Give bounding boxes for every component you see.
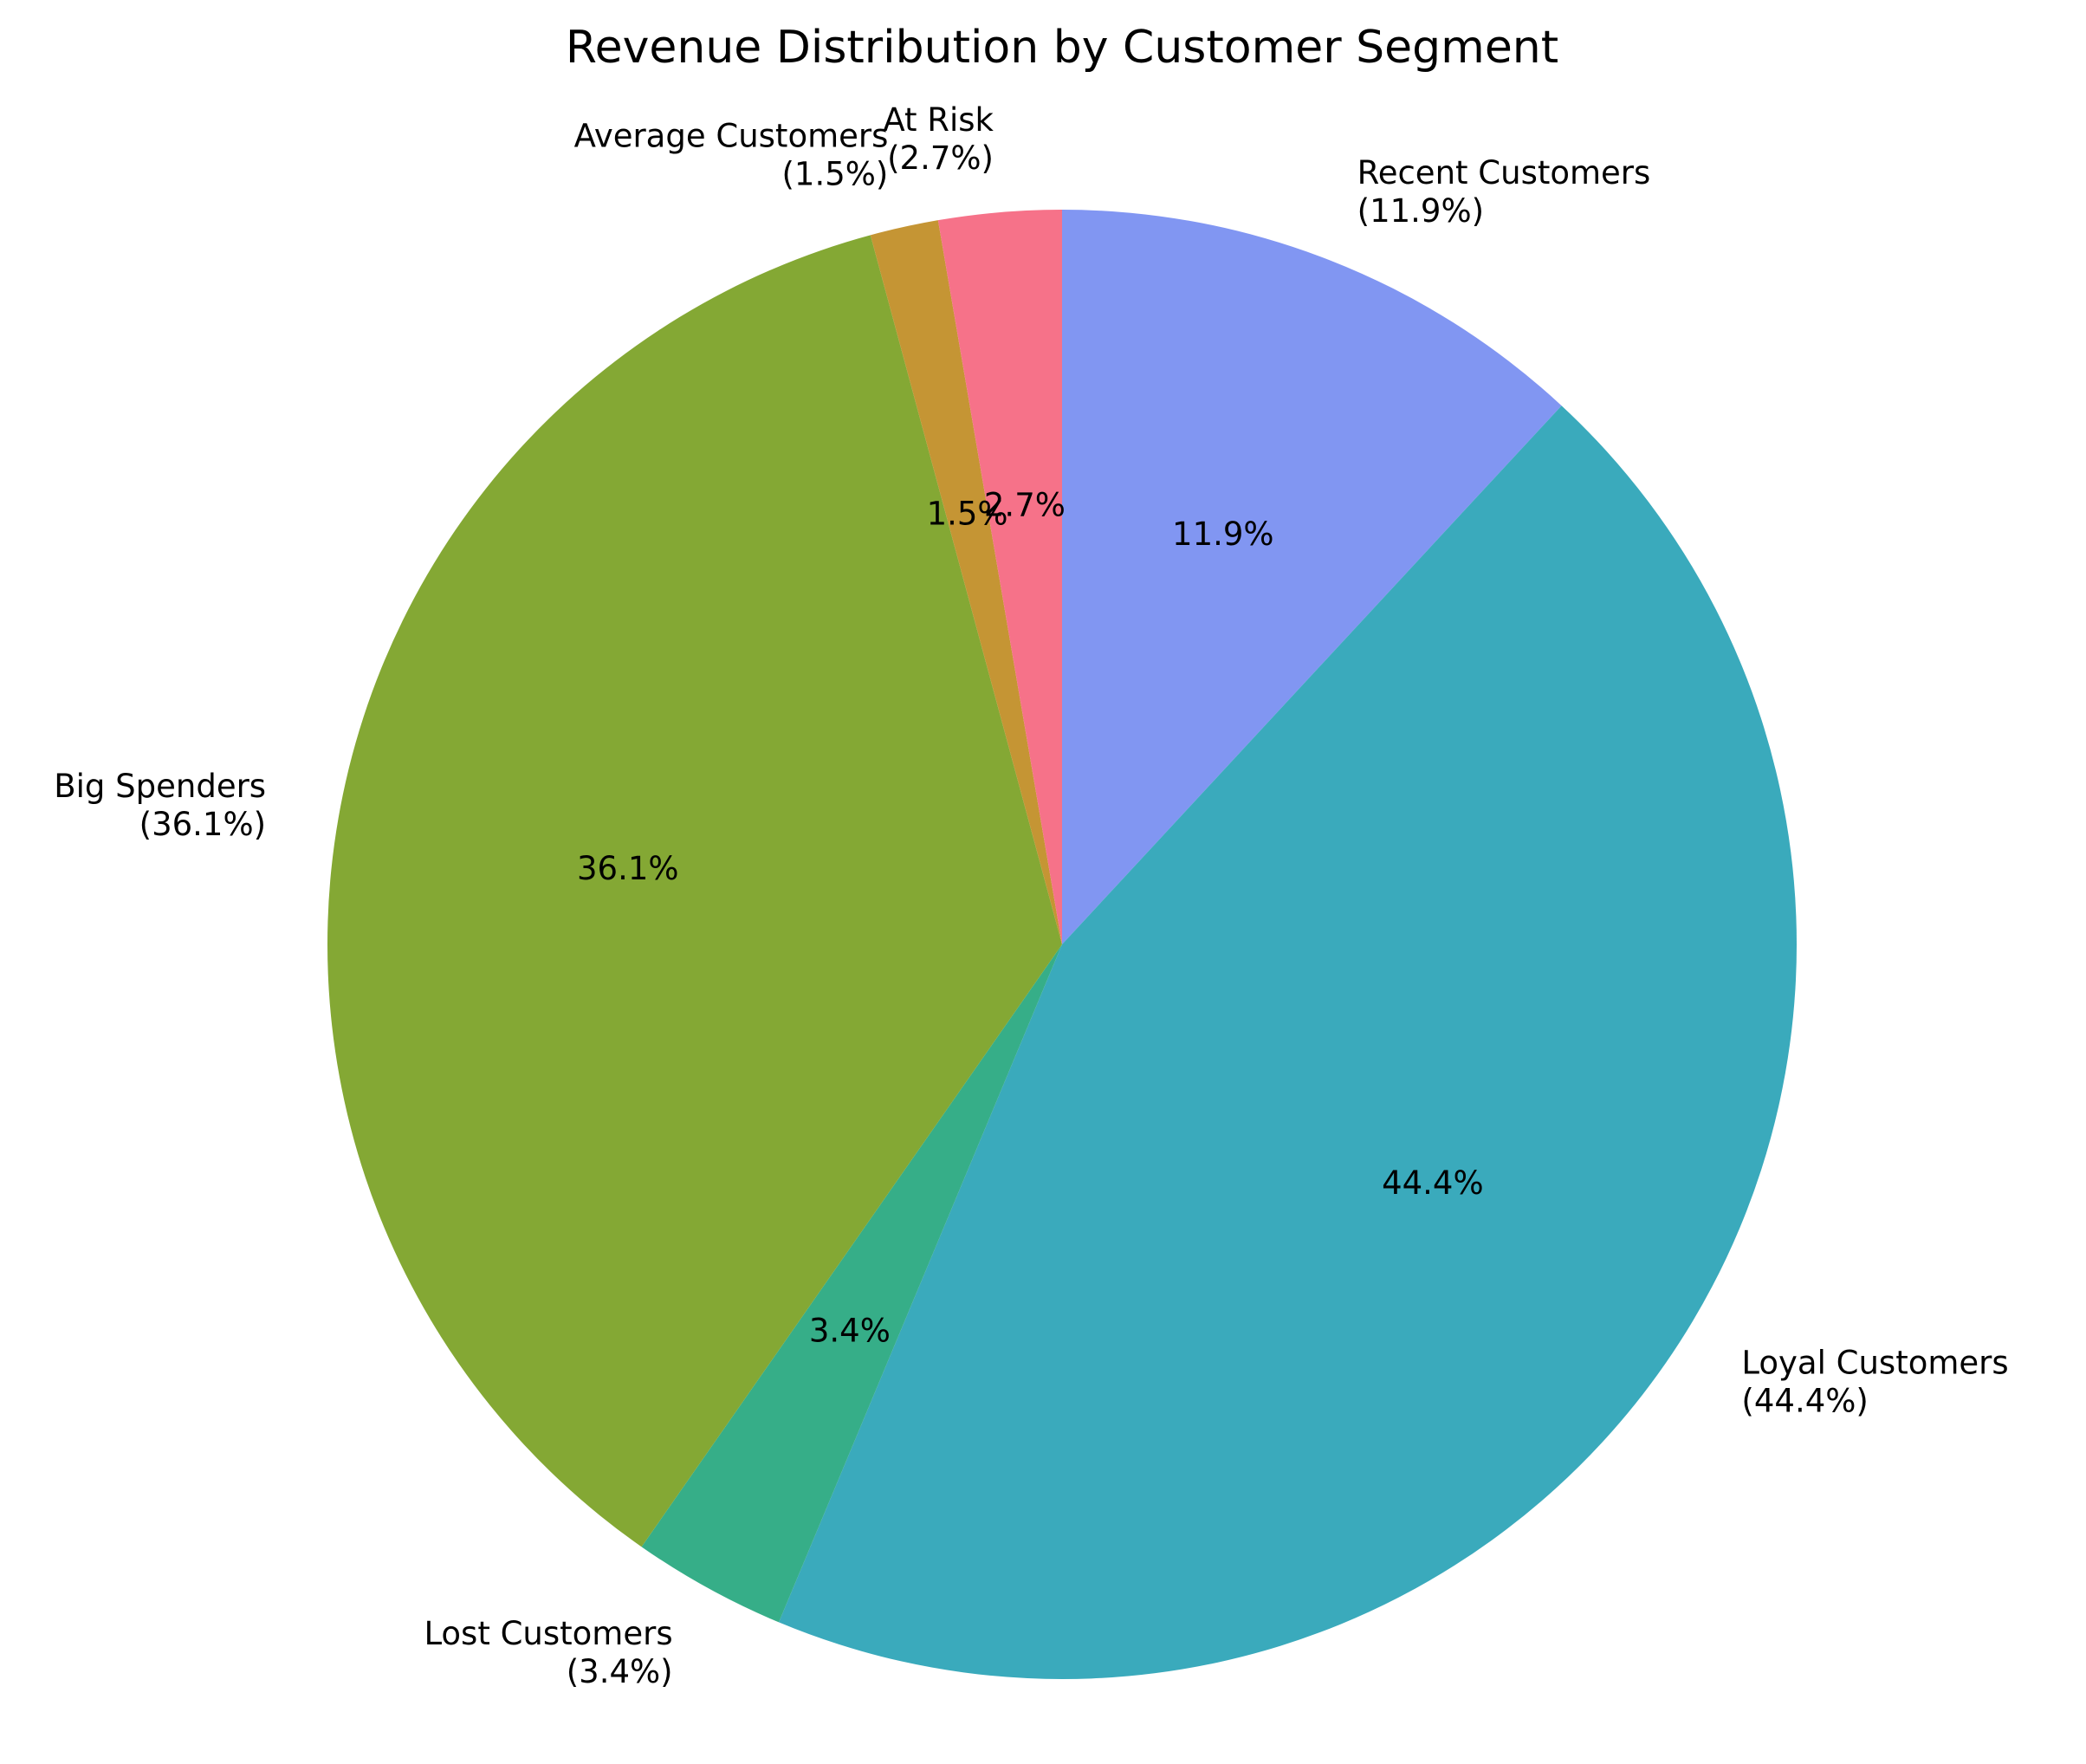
outer-label-recent-customers: Recent Customers xyxy=(1357,154,1651,191)
outer-pct-average-customers: (1.5%) xyxy=(782,156,889,193)
outer-pct-at-risk: (2.7%) xyxy=(887,139,994,177)
outer-label-loyal-customers: Loyal Customers xyxy=(1741,1344,2008,1381)
pct-label-lost-customers: 3.4% xyxy=(809,1312,891,1349)
pie-slice-big-spenders xyxy=(327,235,1062,1547)
pie-slice-at-risk xyxy=(937,210,1062,944)
outer-label-average-customers: Average Customers xyxy=(574,118,889,155)
outer-pct-lost-customers: (3.4%) xyxy=(567,1653,673,1690)
pie-slice-lost-customers xyxy=(641,944,1062,1623)
pie-slices xyxy=(327,210,1798,1680)
pct-label-average-customers: 1.5% xyxy=(927,496,1008,533)
outer-pct-big-spenders: (36.1%) xyxy=(139,806,266,843)
outer-label-big-spenders: Big Spenders xyxy=(54,768,266,805)
pct-label-recent-customers: 11.9% xyxy=(1172,516,1274,553)
pie-slice-loyal-customers xyxy=(779,405,1798,1680)
pct-label-at-risk: 2.7% xyxy=(984,487,1066,524)
chart-title: Revenue Distribution by Customer Segment xyxy=(566,22,1558,74)
outer-label-lost-customers: Lost Customers xyxy=(424,1615,672,1652)
pie-slice-recent-customers xyxy=(1062,210,1562,944)
outer-labels: Recent Customers(11.9%) Loyal Customers(4… xyxy=(54,101,2008,1690)
pie-slice-average-customers xyxy=(870,220,1062,944)
pct-label-loyal-customers: 44.4% xyxy=(1382,1164,1484,1202)
pct-label-big-spenders: 36.1% xyxy=(577,850,679,887)
outer-pct-loyal-customers: (44.4%) xyxy=(1741,1382,1868,1419)
outer-pct-recent-customers: (11.9%) xyxy=(1357,192,1484,230)
outer-label-at-risk: At Risk xyxy=(883,101,994,139)
percent-labels: 11.9% 44.4% 3.4% 36.1% 1.5%2.7% xyxy=(577,487,1484,1350)
